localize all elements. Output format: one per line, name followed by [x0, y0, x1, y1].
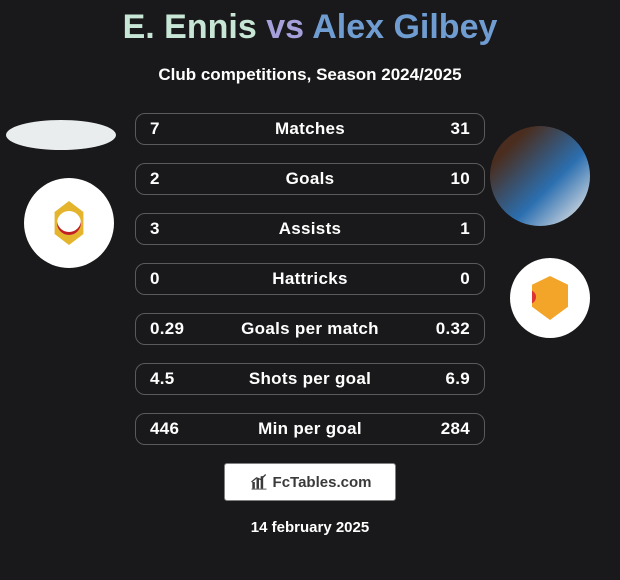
generated-date: 14 february 2025 — [0, 519, 620, 536]
stat-left-value: 4.5 — [150, 369, 195, 389]
player1-name: E. Ennis — [123, 8, 257, 46]
stat-left-value: 7 — [150, 119, 195, 139]
stat-row: 0Hattricks0 — [135, 263, 485, 295]
stat-right-value: 0.32 — [425, 319, 470, 339]
player2-name: Alex Gilbey — [312, 8, 497, 46]
stat-right-value: 0 — [425, 269, 470, 289]
comparison-title: E. Ennis vs Alex Gilbey — [0, 0, 620, 47]
stat-label: Min per goal — [195, 419, 425, 439]
stat-label: Assists — [195, 219, 425, 239]
stat-right-value: 6.9 — [425, 369, 470, 389]
stat-right-value: 1 — [425, 219, 470, 239]
stat-label: Matches — [195, 119, 425, 139]
stats-rows: 7Matches312Goals103Assists10Hattricks00.… — [0, 113, 620, 445]
stat-right-value: 284 — [425, 419, 470, 439]
stat-left-value: 0.29 — [150, 319, 195, 339]
chart-icon — [249, 472, 269, 492]
stat-row: 4.5Shots per goal6.9 — [135, 363, 485, 395]
stat-row: 7Matches31 — [135, 113, 485, 145]
stat-left-value: 2 — [150, 169, 195, 189]
vs-label: vs — [266, 8, 304, 46]
watermark-badge: FcTables.com — [224, 463, 396, 501]
stat-right-value: 10 — [425, 169, 470, 189]
stat-label: Goals per match — [195, 319, 425, 339]
stat-row: 2Goals10 — [135, 163, 485, 195]
stat-label: Hattricks — [195, 269, 425, 289]
stat-label: Goals — [195, 169, 425, 189]
stat-right-value: 31 — [425, 119, 470, 139]
stat-left-value: 446 — [150, 419, 195, 439]
watermark-text: FcTables.com — [273, 474, 372, 491]
stat-label: Shots per goal — [195, 369, 425, 389]
stat-left-value: 0 — [150, 269, 195, 289]
stat-row: 0.29Goals per match0.32 — [135, 313, 485, 345]
stat-row: 3Assists1 — [135, 213, 485, 245]
stat-left-value: 3 — [150, 219, 195, 239]
subtitle: Club competitions, Season 2024/2025 — [0, 65, 620, 85]
stat-row: 446Min per goal284 — [135, 413, 485, 445]
